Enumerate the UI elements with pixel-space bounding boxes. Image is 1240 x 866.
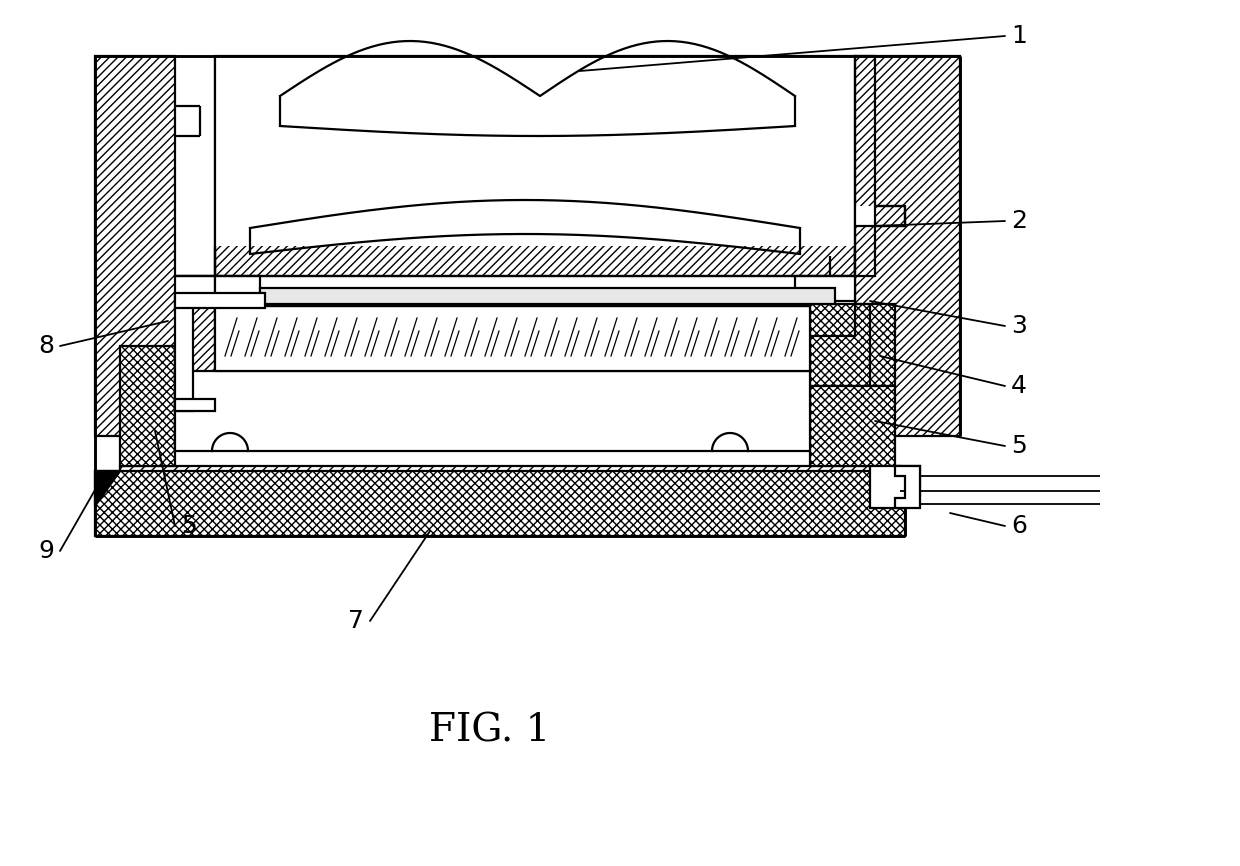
Polygon shape <box>95 56 215 436</box>
Text: 8: 8 <box>38 334 55 358</box>
Text: 6: 6 <box>1011 514 1027 538</box>
Polygon shape <box>175 276 215 301</box>
Polygon shape <box>95 471 905 536</box>
Polygon shape <box>215 56 856 246</box>
Polygon shape <box>215 276 260 301</box>
Text: 5: 5 <box>1011 434 1027 458</box>
Polygon shape <box>175 399 215 411</box>
Text: 3: 3 <box>1011 314 1027 338</box>
Polygon shape <box>810 386 895 466</box>
Polygon shape <box>120 346 175 466</box>
Polygon shape <box>215 56 856 276</box>
Text: 2: 2 <box>1011 209 1027 233</box>
Polygon shape <box>120 466 900 508</box>
Polygon shape <box>260 288 835 304</box>
Text: 9: 9 <box>38 539 55 563</box>
Polygon shape <box>895 466 920 508</box>
Polygon shape <box>175 371 810 451</box>
Polygon shape <box>795 276 856 301</box>
Polygon shape <box>870 466 920 508</box>
Polygon shape <box>856 56 905 276</box>
Text: 5: 5 <box>181 514 197 538</box>
Polygon shape <box>856 56 960 436</box>
Polygon shape <box>856 206 875 226</box>
Text: 4: 4 <box>1011 374 1027 398</box>
Text: 7: 7 <box>348 609 365 633</box>
Text: 1: 1 <box>1011 24 1027 48</box>
Polygon shape <box>175 293 265 308</box>
Polygon shape <box>215 306 810 371</box>
Polygon shape <box>95 471 120 506</box>
Polygon shape <box>810 304 895 386</box>
Polygon shape <box>175 301 193 411</box>
Text: FIG. 1: FIG. 1 <box>429 713 551 749</box>
